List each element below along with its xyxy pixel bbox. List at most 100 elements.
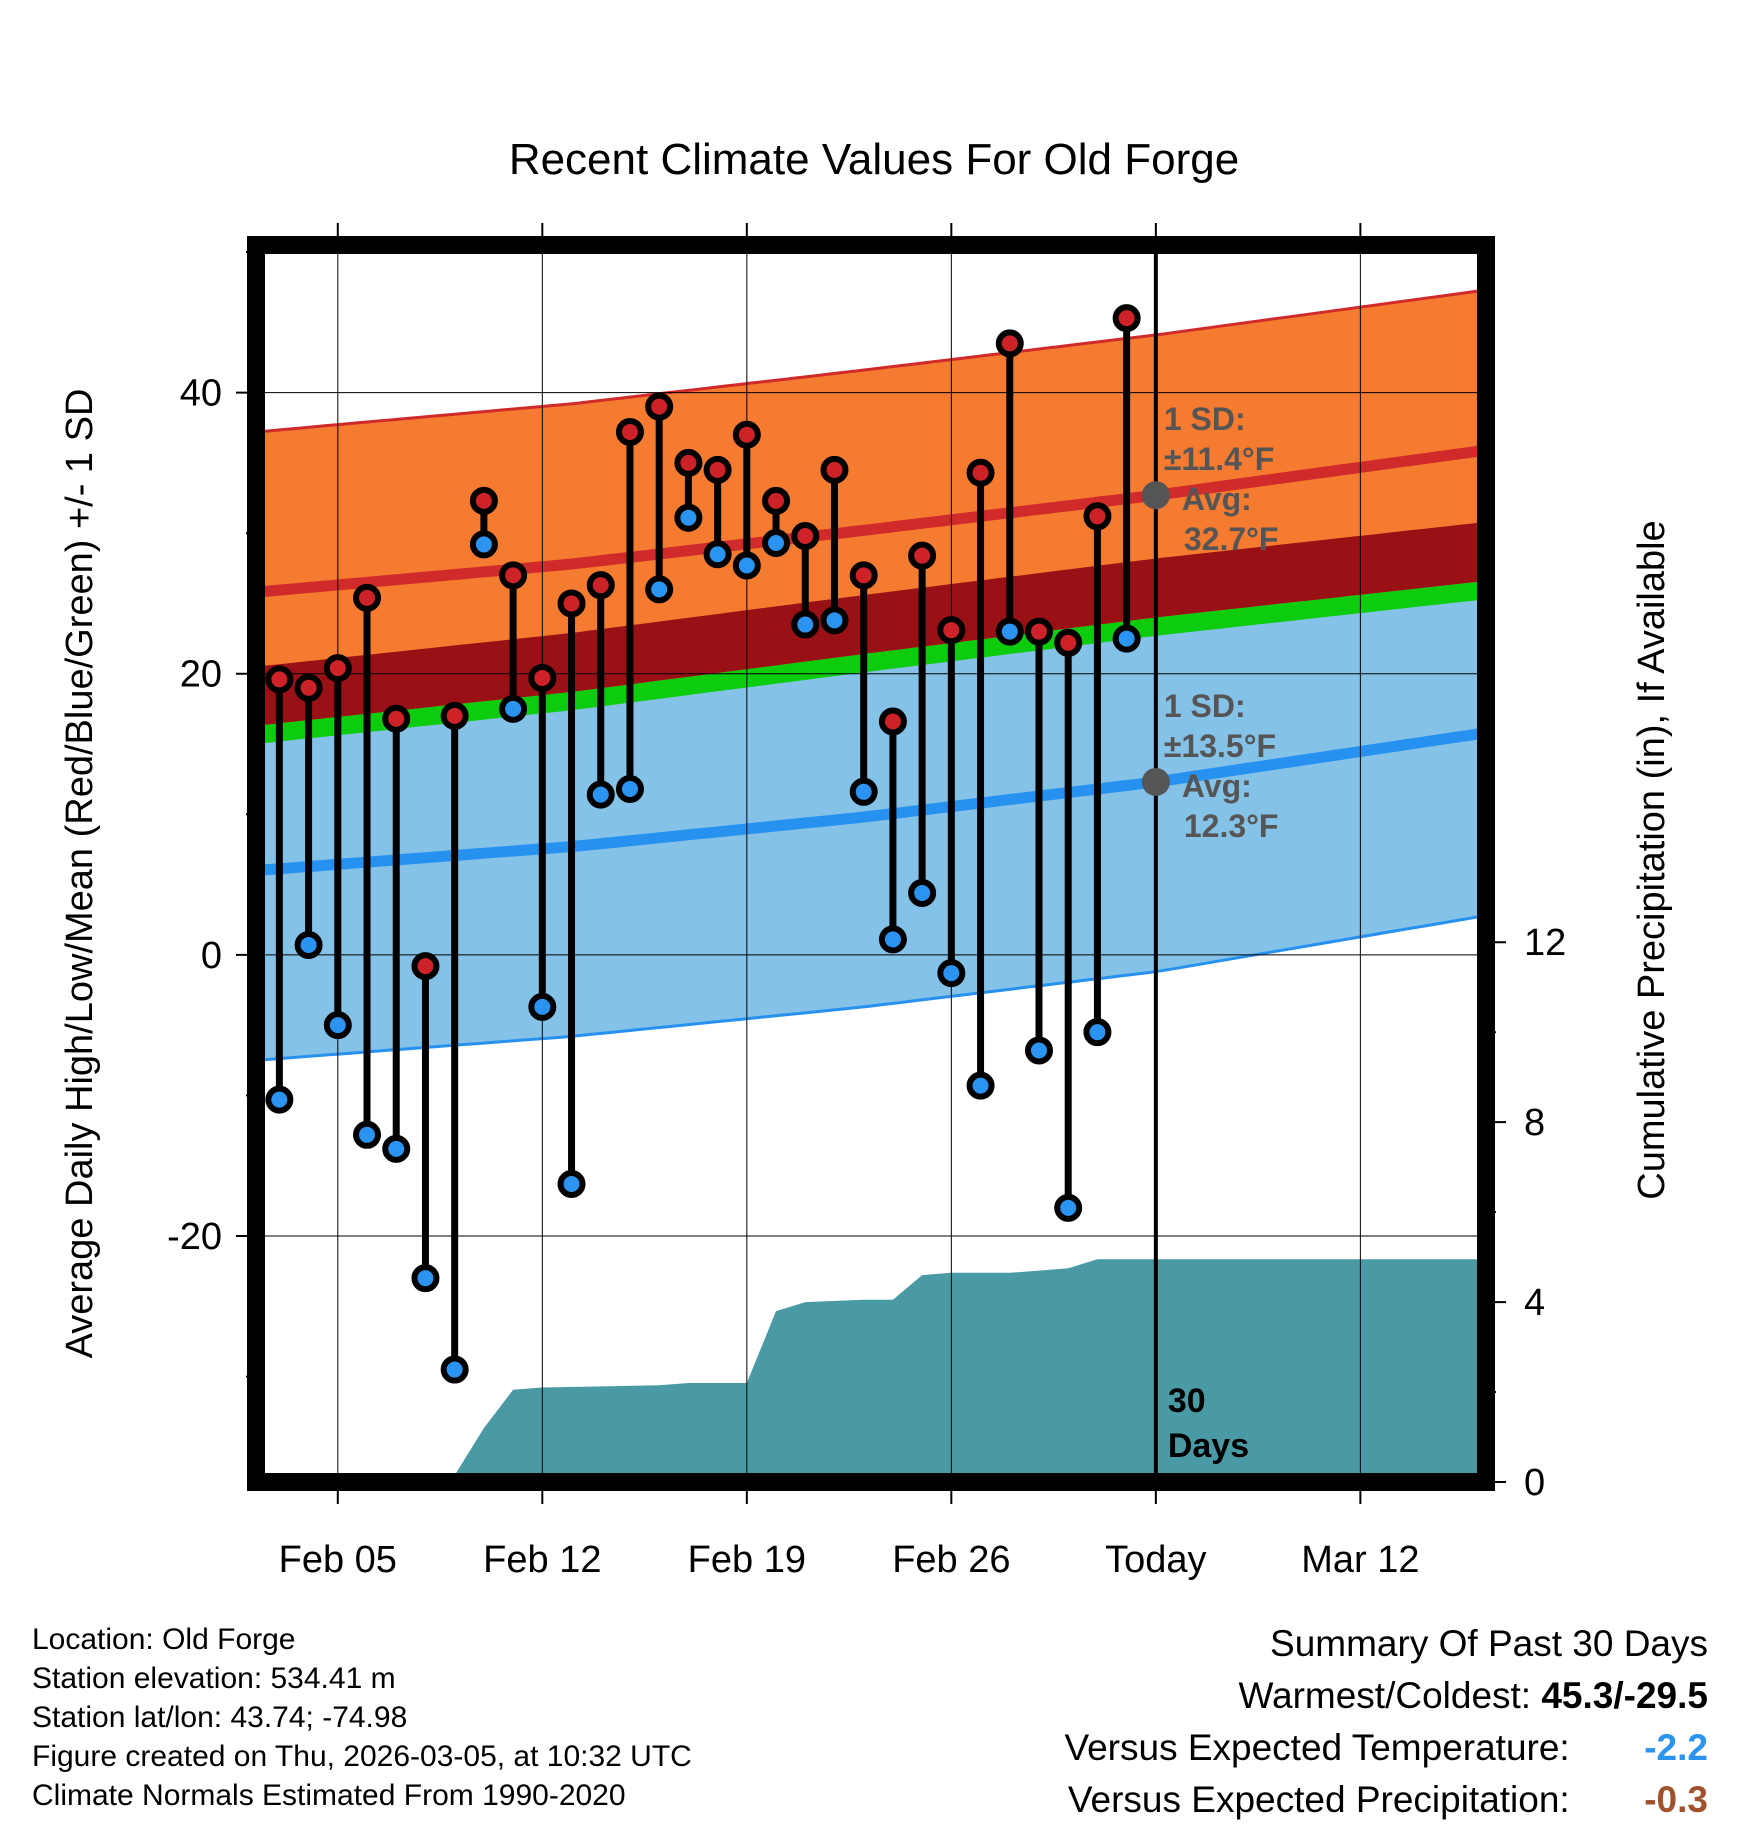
daily-high-point bbox=[411, 952, 440, 981]
precip-row: Versus Expected Precipitation: -0.3 bbox=[1064, 1774, 1708, 1826]
daily-high-point bbox=[937, 616, 966, 645]
daily-low-point bbox=[1083, 1018, 1112, 1047]
warm-cold-value: 45.3/-29.5 bbox=[1541, 1675, 1708, 1716]
daily-high-point bbox=[382, 704, 411, 733]
x-tick-label: Feb 19 bbox=[688, 1539, 806, 1581]
daily-high-point bbox=[499, 561, 528, 590]
daily-low-point bbox=[791, 610, 820, 639]
precip-value: -0.3 bbox=[1644, 1779, 1708, 1820]
high-avg-label: Avg: bbox=[1182, 481, 1252, 517]
plot-area: 1 SD: ±11.4°F Avg: 32.7°F 1 SD: ±13.5°F Avg: 12… bbox=[256, 245, 1486, 1482]
daily-high-point bbox=[469, 486, 498, 515]
high-sd-value: ±11.4°F bbox=[1164, 441, 1274, 477]
elevation-text: Station elevation: 534.41 m bbox=[32, 1662, 396, 1695]
high-sd-band-top bbox=[256, 290, 1486, 726]
daily-high-point bbox=[732, 420, 761, 449]
x-tick-label: Feb 26 bbox=[892, 1539, 1010, 1581]
daily-high-point bbox=[645, 392, 674, 421]
y-left-tick-label: 20 bbox=[180, 654, 222, 696]
x-tick-label: Feb 12 bbox=[483, 1539, 601, 1581]
daily-high-point bbox=[353, 583, 382, 612]
location-text: Location: Old Forge bbox=[32, 1623, 296, 1656]
high-normal-line bbox=[256, 444, 1486, 598]
precip-area bbox=[256, 1259, 1486, 1482]
daily-high-point bbox=[995, 329, 1024, 358]
daily-low-point bbox=[265, 1085, 294, 1114]
daily-low-point bbox=[1112, 624, 1141, 653]
daily-low-point bbox=[557, 1169, 586, 1198]
daily-low-point bbox=[323, 1011, 352, 1040]
daily-low-point bbox=[469, 530, 498, 559]
summary-title: Summary Of Past 30 Days bbox=[1270, 1623, 1708, 1664]
warm-cold-row: Warmest/Coldest: 45.3/-29.5 bbox=[1064, 1670, 1708, 1722]
daily-high-point bbox=[966, 458, 995, 487]
x-tick-label: Today bbox=[1105, 1539, 1206, 1581]
low-avg-value: 12.3°F bbox=[1184, 808, 1279, 844]
temp-row: Versus Expected Temperature: -2.2 bbox=[1064, 1722, 1708, 1774]
daily-high-point bbox=[528, 663, 557, 692]
high-sd-label: 1 SD: bbox=[1164, 401, 1246, 437]
y-right-tick-label: 4 bbox=[1524, 1282, 1545, 1324]
y-right-tick-label: 0 bbox=[1524, 1462, 1545, 1504]
latlon-text: Station lat/lon: 43.74; -74.98 bbox=[32, 1701, 408, 1734]
warm-cold-label: Warmest/Coldest: bbox=[1238, 1675, 1532, 1716]
daily-low-point bbox=[382, 1134, 411, 1163]
daily-high-point bbox=[557, 589, 586, 618]
daily-low-point bbox=[878, 925, 907, 954]
y-right-tick-label: 8 bbox=[1524, 1102, 1545, 1144]
daily-low-point bbox=[820, 606, 849, 635]
high-avg-value: 32.7°F bbox=[1184, 521, 1279, 557]
daily-low-point bbox=[908, 879, 937, 908]
daily-low-point bbox=[1024, 1036, 1053, 1065]
low-lower-line bbox=[256, 914, 1486, 1062]
daily-low-point bbox=[645, 575, 674, 604]
climate-chart: 1 SD: ±11.4°F Avg: 32.7°F 1 SD: ±13.5°F Avg: 12… bbox=[59, 135, 1673, 1600]
today-days-number: 30 bbox=[1168, 1382, 1206, 1420]
daily-high-point bbox=[703, 455, 732, 484]
daily-low-point bbox=[703, 540, 732, 569]
daily-high-point bbox=[849, 561, 878, 590]
y-left-tick-label: -20 bbox=[167, 1216, 222, 1258]
daily-high-point bbox=[1054, 628, 1083, 657]
daily-low-point bbox=[294, 931, 323, 960]
daily-low-point bbox=[411, 1264, 440, 1293]
daily-high-point bbox=[294, 673, 323, 702]
summary-panel: Summary Of Past 30 Days Warmest/Coldest:… bbox=[1064, 1618, 1708, 1826]
low-normal-line bbox=[256, 727, 1486, 876]
daily-low-point bbox=[528, 992, 557, 1021]
daily-high-point bbox=[791, 521, 820, 550]
low-avg-label: Avg: bbox=[1182, 768, 1252, 804]
daily-low-point bbox=[762, 529, 791, 558]
chart-title: Recent Climate Values For Old Forge bbox=[509, 135, 1239, 184]
daily-high-point bbox=[1112, 304, 1141, 333]
low-normal-marker bbox=[1141, 767, 1170, 796]
daily-high-point bbox=[323, 654, 352, 683]
daily-low-point bbox=[995, 617, 1024, 646]
station-info: Location: Old Forge Station elevation: 5… bbox=[32, 1620, 692, 1815]
temp-value: -2.2 bbox=[1644, 1727, 1708, 1768]
y-left-axis-label: Average Daily High/Low/Mean (Red/Blue/Gr… bbox=[59, 389, 101, 1359]
x-axis-label: Day bbox=[840, 1594, 908, 1600]
daily-low-point bbox=[674, 503, 703, 532]
x-tick-label: Feb 05 bbox=[279, 1539, 397, 1581]
low-sd-label: 1 SD: bbox=[1164, 688, 1246, 724]
daily-high-point bbox=[908, 541, 937, 570]
daily-low-point bbox=[499, 694, 528, 723]
daily-low-point bbox=[966, 1071, 995, 1100]
low-sd-value: ±13.5°F bbox=[1164, 728, 1276, 764]
daily-low-point bbox=[586, 780, 615, 809]
y-left-tick-label: 40 bbox=[180, 373, 222, 415]
today-days-word: Days bbox=[1168, 1427, 1249, 1465]
created-text: Figure created on Thu, 2026-03-05, at 10… bbox=[32, 1740, 692, 1773]
y-right-tick-label: 12 bbox=[1524, 922, 1566, 964]
daily-low-point bbox=[353, 1120, 382, 1149]
daily-high-point bbox=[440, 701, 469, 730]
daily-low-point bbox=[732, 551, 761, 580]
x-tick-label: Mar 12 bbox=[1301, 1539, 1419, 1581]
y-left-tick-label: 0 bbox=[201, 935, 222, 977]
daily-high-point bbox=[615, 417, 644, 446]
daily-high-point bbox=[674, 448, 703, 477]
temp-label: Versus Expected Temperature: bbox=[1064, 1727, 1570, 1768]
daily-high-point bbox=[878, 707, 907, 736]
high-normal-marker bbox=[1141, 481, 1170, 510]
